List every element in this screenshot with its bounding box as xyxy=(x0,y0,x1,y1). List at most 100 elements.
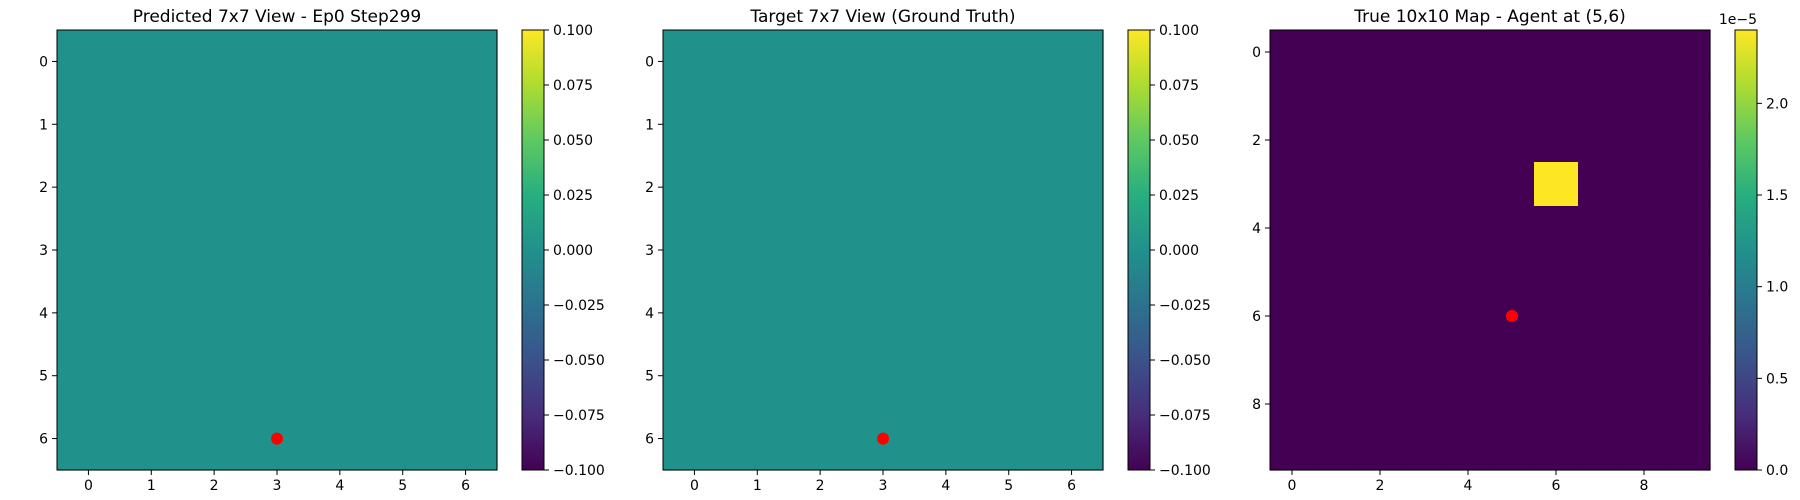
heatmap-cell xyxy=(371,407,435,471)
heatmap-cell xyxy=(1446,30,1491,75)
x-tick-label: 5 xyxy=(1004,478,1013,494)
heatmap-cell xyxy=(182,155,247,220)
colorbar-ticks: 0.0 0.5 1.0 1.5 2.0 xyxy=(1757,96,1788,479)
heatmap-cell xyxy=(119,92,184,157)
colorbar-tick-label: 2.0 xyxy=(1766,96,1788,112)
x-tick-label: 0 xyxy=(690,478,699,494)
heatmap-cell xyxy=(1666,30,1711,75)
heatmap-cell xyxy=(1666,162,1711,207)
heatmap-cell xyxy=(1490,118,1535,163)
heatmap-cell xyxy=(788,218,853,283)
heatmap-cell xyxy=(914,407,978,471)
heatmap-cell xyxy=(725,281,790,345)
heatmap-cells xyxy=(1270,30,1711,471)
heatmap-cell xyxy=(914,218,978,283)
heatmap-cell xyxy=(1358,338,1403,383)
heatmap-cell xyxy=(1578,30,1623,75)
heatmap-cell xyxy=(1534,30,1579,75)
heatmap-cell xyxy=(1534,426,1579,471)
heatmap-cell xyxy=(1040,281,1104,345)
y-tick-label: 6 xyxy=(645,432,654,448)
heatmap-cell xyxy=(245,218,310,283)
heatmap-cell xyxy=(308,92,372,157)
heatmap-cell xyxy=(1314,426,1359,471)
heatmap-cell xyxy=(788,92,853,157)
heatmap-cell xyxy=(1666,338,1711,383)
heatmap-cell xyxy=(1666,250,1711,295)
x-tick-label: 2 xyxy=(1376,478,1385,494)
heatmap-cell xyxy=(57,407,121,471)
heatmap-cell xyxy=(1578,206,1623,251)
heatmap-cell xyxy=(1446,338,1491,383)
y-tick-label: 8 xyxy=(1252,397,1261,413)
agent-marker xyxy=(877,432,889,445)
heatmap-cell xyxy=(1358,118,1403,163)
colorbar-tick-label: 0.100 xyxy=(1159,23,1199,39)
heatmap-cell xyxy=(1402,74,1447,119)
x-tick-label: 4 xyxy=(941,478,950,494)
heatmap-cell xyxy=(371,155,435,220)
chart-title: Predicted 7x7 View - Ep0 Step299 xyxy=(133,7,422,27)
colorbar-offset-label: 1e−5 xyxy=(1719,12,1757,28)
heatmap-cell xyxy=(1446,206,1491,251)
heatmap-cell xyxy=(1534,294,1579,339)
heatmap-cell xyxy=(434,281,498,345)
colorbar-tick-label: 1.0 xyxy=(1766,280,1788,296)
y-tick-label: 2 xyxy=(1252,133,1261,149)
heatmap-cell xyxy=(1622,206,1667,251)
x-axis-ticks: 0 1 2 3 4 5 6 xyxy=(84,470,470,494)
heatmap-cell xyxy=(1402,250,1447,295)
heatmap-cell xyxy=(371,344,435,408)
y-axis-ticks: 0 2 4 6 8 xyxy=(1252,45,1270,413)
colorbar-ticks: −0.100 −0.075 −0.050 −0.025 0.000 0.025 0.050 0… xyxy=(544,23,605,479)
heatmap-cell xyxy=(1314,162,1359,207)
target-view-panel: Target 7x7 View (Ground Truth) 0 1 2 3 4 5 6 0… xyxy=(645,7,1211,494)
x-tick-label: 6 xyxy=(461,478,470,494)
heatmap-cell xyxy=(1040,344,1104,408)
heatmap-cell xyxy=(1578,426,1623,471)
heatmap-cell xyxy=(788,281,853,345)
heatmap-cell xyxy=(1402,294,1447,339)
heatmap-cell xyxy=(1622,30,1667,75)
x-tick-label: 1 xyxy=(147,478,156,494)
heatmap-cell xyxy=(1622,118,1667,163)
heatmap-cell xyxy=(1402,162,1447,207)
colorbar-tick-label: 1.5 xyxy=(1766,188,1788,204)
heatmap-cell xyxy=(308,407,372,471)
heatmap-cell xyxy=(1446,162,1491,207)
heatmap-cell xyxy=(182,407,247,471)
heatmap-cell xyxy=(1040,30,1104,94)
heatmap-cell xyxy=(788,155,853,220)
heatmap-cell xyxy=(663,155,727,220)
heatmap-cell xyxy=(308,155,372,220)
chart-title: Target 7x7 View (Ground Truth) xyxy=(749,7,1015,27)
heatmap-cell xyxy=(182,30,247,94)
colorbar-tick-label: 0.025 xyxy=(1159,188,1199,204)
heatmap-cell xyxy=(1534,382,1579,427)
x-tick-label: 4 xyxy=(1464,478,1473,494)
heatmap-cell xyxy=(663,218,727,283)
heatmap-cell xyxy=(1270,206,1315,251)
heatmap-cell xyxy=(977,155,1041,220)
heatmap-cell xyxy=(434,407,498,471)
heatmap-cell xyxy=(914,281,978,345)
colorbar-tick-label: 0.075 xyxy=(553,78,593,94)
heatmap-cell xyxy=(1622,382,1667,427)
heatmap-cell xyxy=(1446,250,1491,295)
heatmap-cell xyxy=(1666,118,1711,163)
colorbar-tick-label: −0.075 xyxy=(553,408,605,424)
y-tick-label: 4 xyxy=(39,306,48,322)
y-tick-label: 0 xyxy=(39,54,48,70)
heatmap-cells xyxy=(57,30,498,471)
heatmap-cell xyxy=(1446,382,1491,427)
y-tick-label: 3 xyxy=(645,243,654,259)
colorbar xyxy=(1127,29,1151,471)
heatmap-cell xyxy=(57,155,121,220)
y-tick-label: 2 xyxy=(39,180,48,196)
heatmap-cell xyxy=(1622,338,1667,383)
heatmap-cell xyxy=(308,218,372,283)
heatmap-cell xyxy=(788,344,853,408)
heatmap-cell xyxy=(1314,338,1359,383)
x-axis-ticks: 0 1 2 3 4 5 6 xyxy=(690,470,1076,494)
heatmap-cell xyxy=(851,218,916,283)
